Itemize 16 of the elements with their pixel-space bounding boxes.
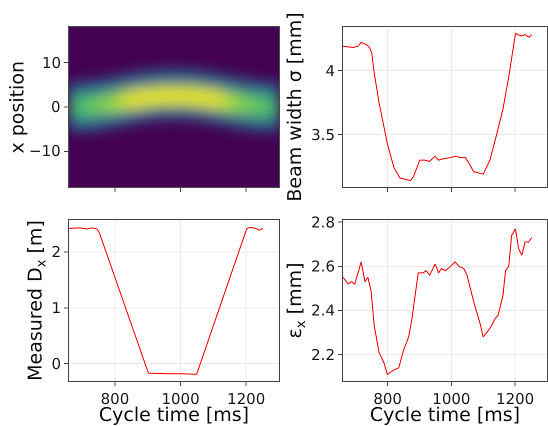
y-axis-title: Beam width σ [mm] <box>284 12 306 202</box>
text: 10 <box>42 54 62 72</box>
y-tick-label: 1 <box>51 299 61 318</box>
y-tick-label: 2.8 <box>311 213 335 232</box>
y-tick-label: 4 <box>325 62 335 80</box>
y-tick-label: 3.5 <box>311 126 335 144</box>
y-tick-label: 2.2 <box>311 346 335 364</box>
line-series <box>69 226 264 375</box>
text: x position <box>6 61 29 154</box>
line-series <box>343 32 532 182</box>
text: −10 <box>29 142 61 160</box>
y-tick-label: 2.4 <box>311 302 335 320</box>
y-tick-label: 0 <box>51 354 61 373</box>
line-series <box>343 228 532 375</box>
y-tick-label: 2.6 <box>311 258 335 276</box>
y-tick-label: 2 <box>51 243 61 262</box>
